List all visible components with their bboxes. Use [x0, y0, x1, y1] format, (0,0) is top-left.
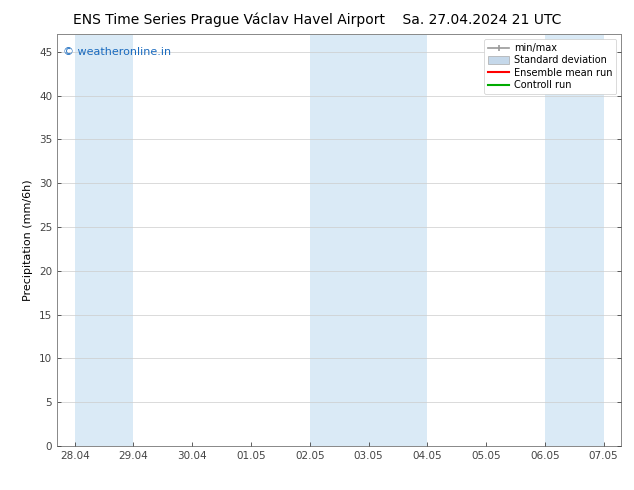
Legend: min/max, Standard deviation, Ensemble mean run, Controll run: min/max, Standard deviation, Ensemble me…: [484, 39, 616, 94]
Text: ENS Time Series Prague Václav Havel Airport    Sa. 27.04.2024 21 UTC: ENS Time Series Prague Václav Havel Airp…: [73, 12, 561, 27]
Bar: [545, 34, 604, 446]
Bar: [75, 34, 134, 446]
Bar: [310, 34, 368, 446]
Text: © weatheronline.in: © weatheronline.in: [63, 47, 171, 57]
Bar: [368, 34, 427, 446]
Y-axis label: Precipitation (mm/6h): Precipitation (mm/6h): [23, 179, 34, 301]
